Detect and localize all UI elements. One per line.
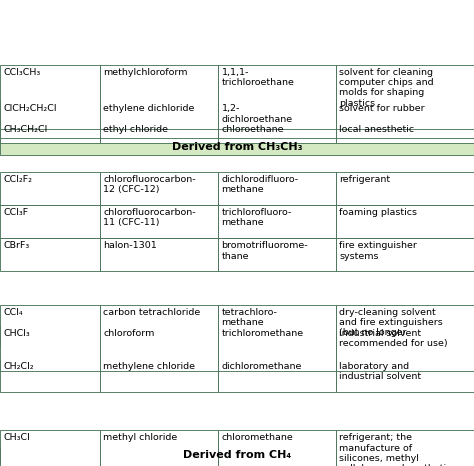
Text: fire extinguisher
systems: fire extinguisher systems: [339, 241, 418, 260]
Bar: [100, 101, 218, 138]
Text: trichlorofluoro-
methane: trichlorofluoro- methane: [221, 208, 292, 227]
Text: 1,1,1-
trichloroethane: 1,1,1- trichloroethane: [221, 68, 294, 87]
Text: tetrachloro-
methane: tetrachloro- methane: [221, 308, 277, 327]
Bar: [218, 305, 336, 371]
Text: Derived from CH₃CH₃: Derived from CH₃CH₃: [172, 142, 302, 152]
Text: ethylene dichloride: ethylene dichloride: [103, 104, 195, 113]
Text: ethyl chloride: ethyl chloride: [103, 125, 168, 134]
Bar: [0, 65, 100, 129]
Bar: [336, 101, 474, 138]
Bar: [0, 139, 474, 155]
Text: chlorofluorocarbon-
12 (CFC-12): chlorofluorocarbon- 12 (CFC-12): [103, 175, 196, 194]
Text: carbon tetrachloride: carbon tetrachloride: [103, 308, 201, 316]
Text: chlorofluorocarbon-
11 (CFC-11): chlorofluorocarbon- 11 (CFC-11): [103, 208, 196, 227]
Bar: [100, 238, 218, 271]
Bar: [336, 122, 474, 143]
Bar: [218, 205, 336, 238]
Bar: [336, 205, 474, 238]
Text: local anesthetic: local anesthetic: [339, 125, 415, 134]
Text: CCl₂F₂: CCl₂F₂: [3, 175, 33, 184]
Bar: [0, 430, 100, 466]
Bar: [0, 447, 474, 463]
Bar: [0, 205, 100, 238]
Text: refrigerant; the
manufacture of
silicones, methyl
cellulose, and synthetic
rubbe: refrigerant; the manufacture of silicone…: [339, 433, 452, 466]
Text: halon-1301: halon-1301: [103, 241, 157, 250]
Bar: [100, 305, 218, 371]
Bar: [336, 238, 474, 271]
Text: dichloromethane: dichloromethane: [221, 362, 302, 370]
Bar: [0, 172, 100, 205]
Text: CCl₄: CCl₄: [3, 308, 23, 316]
Text: CCl₃CH₃: CCl₃CH₃: [3, 68, 41, 76]
Bar: [218, 359, 336, 392]
Text: ClCH₂CH₂Cl: ClCH₂CH₂Cl: [3, 104, 57, 113]
Bar: [218, 122, 336, 143]
Bar: [336, 65, 474, 129]
Bar: [218, 326, 336, 346]
Text: CH₃Cl: CH₃Cl: [3, 433, 30, 442]
Bar: [218, 65, 336, 129]
Text: CBrF₃: CBrF₃: [3, 241, 30, 250]
Text: solvent for rubber: solvent for rubber: [339, 104, 425, 113]
Bar: [336, 305, 474, 371]
Text: solvent for cleaning
computer chips and
molds for shaping
plastics: solvent for cleaning computer chips and …: [339, 68, 434, 108]
Bar: [336, 326, 474, 346]
Text: chloroform: chloroform: [103, 329, 155, 337]
Text: methylene chloride: methylene chloride: [103, 362, 195, 370]
Bar: [0, 359, 100, 392]
Text: CH₃CH₂Cl: CH₃CH₂Cl: [3, 125, 48, 134]
Bar: [218, 238, 336, 271]
Bar: [100, 359, 218, 392]
Bar: [100, 172, 218, 205]
Text: bromotrifluorome-
thane: bromotrifluorome- thane: [221, 241, 308, 260]
Bar: [0, 101, 100, 138]
Bar: [100, 205, 218, 238]
Bar: [336, 359, 474, 392]
Bar: [100, 430, 218, 466]
Text: methylchloroform: methylchloroform: [103, 68, 188, 76]
Text: chloromethane: chloromethane: [221, 433, 293, 442]
Bar: [336, 172, 474, 205]
Text: refrigerant: refrigerant: [339, 175, 391, 184]
Text: CH₂Cl₂: CH₂Cl₂: [3, 362, 34, 370]
Text: trichloromethane: trichloromethane: [221, 329, 304, 337]
Bar: [218, 172, 336, 205]
Bar: [0, 238, 100, 271]
Text: CHCl₃: CHCl₃: [3, 329, 30, 337]
Bar: [218, 101, 336, 138]
Bar: [100, 65, 218, 129]
Text: dry-cleaning solvent
and fire extinguishers
(but no longer
recommended for use): dry-cleaning solvent and fire extinguish…: [339, 308, 448, 348]
Bar: [0, 305, 100, 371]
Text: dichlorodifluoro-
methane: dichlorodifluoro- methane: [221, 175, 299, 194]
Bar: [0, 326, 100, 346]
Bar: [100, 122, 218, 143]
Bar: [218, 430, 336, 466]
Text: foaming plastics: foaming plastics: [339, 208, 418, 217]
Text: 1,2-
dichloroethane: 1,2- dichloroethane: [221, 104, 292, 123]
Text: CCl₃F: CCl₃F: [3, 208, 28, 217]
Bar: [336, 430, 474, 466]
Bar: [100, 326, 218, 346]
Bar: [0, 122, 100, 143]
Text: laboratory and
industrial solvent: laboratory and industrial solvent: [339, 362, 422, 381]
Text: chloroethane: chloroethane: [221, 125, 284, 134]
Text: industrial solvent: industrial solvent: [339, 329, 422, 337]
Text: Derived from CH₄: Derived from CH₄: [183, 450, 291, 460]
Text: methyl chloride: methyl chloride: [103, 433, 178, 442]
